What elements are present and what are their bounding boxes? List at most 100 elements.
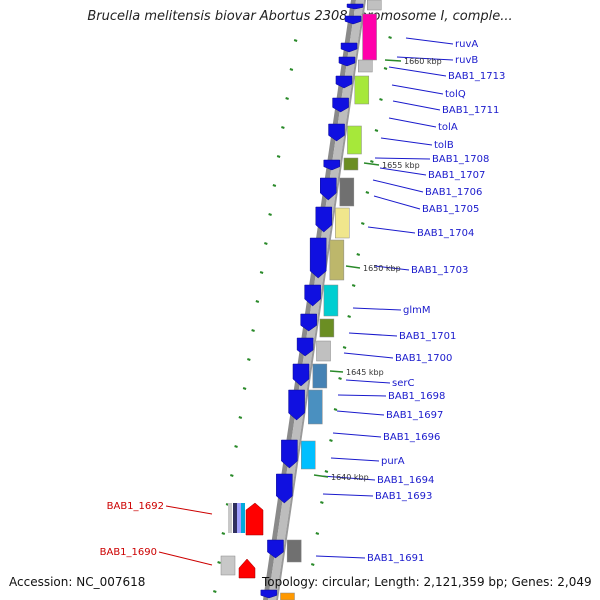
- cluster-gene-block: [228, 503, 232, 533]
- label-leader-lines: [158, 37, 454, 566]
- reverse-gene-block: [343, 157, 359, 171]
- gene-label: ruvB: [455, 55, 478, 66]
- forward-gene-arrow: [328, 123, 345, 142]
- label-leader: [374, 157, 431, 160]
- label-leader: [379, 167, 427, 176]
- forward-gene-arrow: [338, 56, 356, 67]
- kbp-label: 1640 kbp: [331, 473, 369, 482]
- outer-tick: [259, 271, 264, 274]
- gene-label: BAB1_1698: [388, 391, 445, 402]
- label-leader: [374, 265, 410, 271]
- kbp-marker-line: [384, 59, 402, 62]
- map-title: Brucella melitensis biovar Abortus 2308 …: [87, 9, 513, 24]
- reverse-gene-block: [354, 75, 370, 105]
- kbp-marker-line: [345, 265, 361, 269]
- gene-label: BAB1_1703: [411, 265, 468, 276]
- gene-label: BAB1_1694: [377, 475, 434, 486]
- outer-tick: [293, 39, 298, 42]
- label-leader: [388, 117, 437, 128]
- label-leader: [405, 37, 454, 45]
- outer-tick: [255, 300, 260, 303]
- gene-label: tolQ: [445, 89, 466, 100]
- reverse-gene-arrow: [245, 502, 264, 536]
- gene-label: serC: [392, 378, 414, 389]
- backbone-inner-edge: [276, 0, 366, 600]
- forward-gene-arrow: [346, 3, 364, 10]
- forward-gene-arrow: [344, 15, 362, 25]
- gene-label: tolA: [438, 122, 458, 133]
- tick-marks: [212, 36, 392, 593]
- kbp-marker-line: [329, 370, 344, 373]
- label-leader: [388, 66, 447, 77]
- inner-tick: [360, 222, 365, 225]
- reverse-gene-block: [301, 440, 316, 470]
- gene-label: BAB1_1700: [395, 353, 452, 364]
- inner-tick: [351, 284, 356, 287]
- label-leader: [348, 332, 398, 337]
- outer-tick: [264, 242, 268, 245]
- label-leader: [396, 56, 454, 61]
- label-leader: [337, 394, 387, 397]
- reverse-gene-block: [335, 207, 350, 239]
- gene-label: BAB1_1707: [428, 170, 485, 181]
- gene-label: ruvA: [455, 39, 478, 50]
- inner-tick: [370, 160, 374, 163]
- reverse-gene-block: [358, 59, 373, 73]
- label-leader: [380, 137, 433, 146]
- reverse-gene-block: [319, 318, 335, 338]
- forward-gene-arrow: [323, 159, 341, 171]
- gene-label: BAB1_1711: [442, 105, 499, 116]
- outer-tick: [234, 445, 238, 448]
- forward-gene-arrow: [335, 75, 353, 89]
- label-leader: [336, 410, 385, 416]
- inner-tick: [315, 532, 320, 535]
- outer-tick: [272, 184, 277, 187]
- inner-tick: [329, 439, 333, 442]
- gene-label: BAB1_1706: [425, 187, 482, 198]
- gene-features: [220, 0, 382, 600]
- inner-tick: [310, 563, 315, 566]
- inner-tick: [320, 501, 324, 504]
- forward-gene-arrow: [300, 313, 317, 332]
- outer-tick: [276, 155, 281, 158]
- gene-label: BAB1_1705: [422, 204, 479, 215]
- label-leader: [343, 352, 394, 359]
- reverse-gene-block: [323, 284, 339, 317]
- kbp-marker-line: [313, 474, 329, 478]
- label-leader: [158, 551, 213, 566]
- kbp-label: 1655 kbp: [382, 161, 420, 170]
- outer-tick: [238, 416, 243, 419]
- outer-tick: [247, 358, 251, 361]
- inner-tick: [347, 315, 351, 318]
- outer-tick: [268, 213, 272, 216]
- gene-label: BAB1_1701: [399, 331, 456, 342]
- forward-gene-arrow: [332, 97, 349, 113]
- label-leader: [315, 555, 366, 559]
- gene-labels: ruvA ruvB BAB1_1713 tolQ BAB1_1711 tolA tolB BA…: [100, 39, 506, 564]
- forward-gene-arrow: [260, 589, 278, 599]
- kbp-label: 1650 kbp: [363, 264, 401, 273]
- forward-gene-arrow: [340, 42, 358, 53]
- label-leader: [322, 493, 374, 497]
- reverse-gene-block: [308, 389, 323, 425]
- reverse-gene-block: [329, 239, 345, 281]
- outer-tick: [285, 97, 289, 100]
- gene-label: BAB1_1708: [432, 154, 489, 165]
- label-leader: [352, 307, 402, 311]
- reverse-gene-block: [316, 340, 331, 362]
- gene-label: glmM: [403, 305, 431, 316]
- reverse-gene-block: [362, 13, 377, 61]
- label-leader: [367, 226, 416, 234]
- label-leader: [332, 432, 382, 438]
- kbp-markers: 1660 kbp 1655 kbp 1650 kbp 1645 kbp 1640 kbp: [313, 57, 442, 482]
- cluster-gene-block: [220, 555, 236, 576]
- reverse-gene-block: [312, 363, 328, 389]
- cluster-gene-block: [237, 503, 241, 533]
- label-leader: [345, 379, 391, 384]
- outer-tick: [242, 387, 247, 390]
- gene-label: BAB1_1691: [367, 553, 424, 564]
- inner-tick: [338, 377, 342, 380]
- inner-tick: [379, 98, 383, 101]
- forward-gene-arrow: [296, 337, 314, 357]
- forward-gene-arrow: [267, 539, 284, 559]
